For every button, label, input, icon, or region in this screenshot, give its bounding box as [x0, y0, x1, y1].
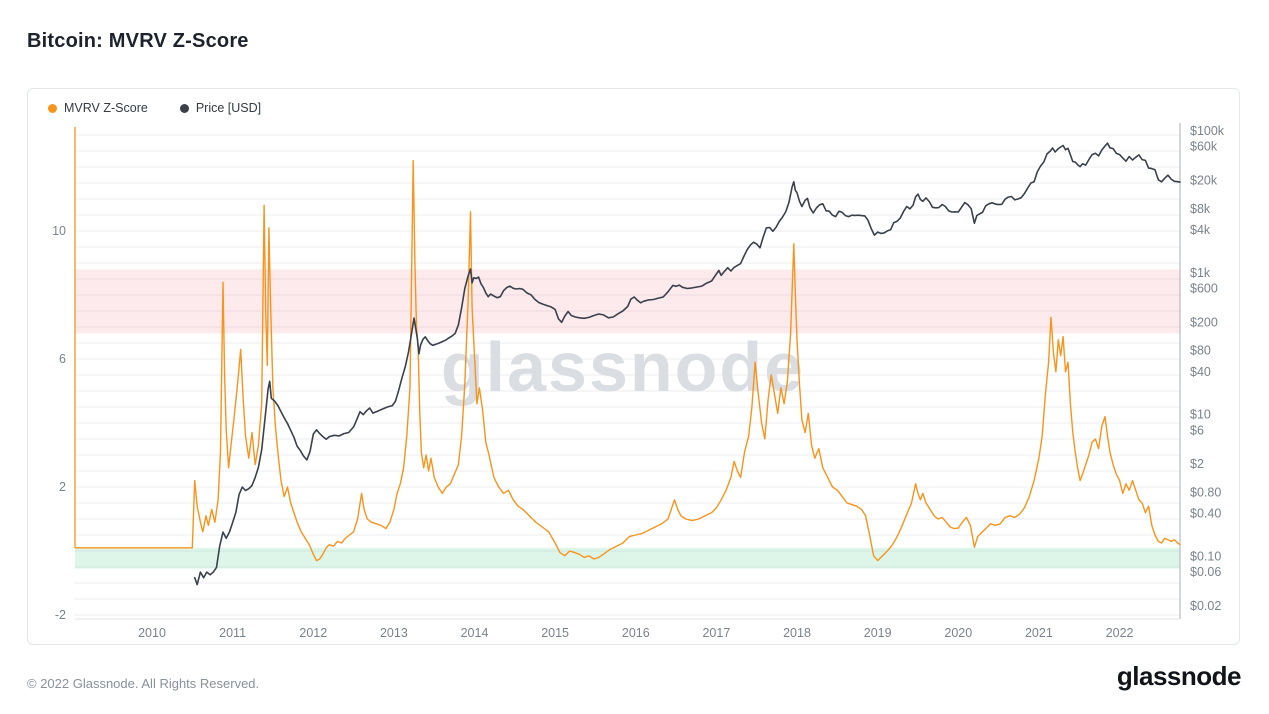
- svg-text:$200: $200: [1190, 315, 1218, 329]
- svg-text:2011: 2011: [219, 626, 246, 640]
- svg-text:$60k: $60k: [1190, 140, 1218, 154]
- svg-text:2021: 2021: [1025, 626, 1053, 640]
- chart-legend: MVRV Z-Score Price [USD]: [48, 101, 261, 115]
- series-price-usd: [193, 142, 1181, 586]
- valuation-bands: [75, 269, 1180, 569]
- series-mvrv-zscore: [74, 159, 1181, 562]
- svg-text:$8k: $8k: [1190, 202, 1211, 216]
- svg-text:$0.10: $0.10: [1190, 549, 1221, 563]
- svg-text:$40: $40: [1190, 365, 1211, 379]
- right-axis-labels: $100k$60k$20k$8k$4k$1k$600$200$80$40$10$…: [1190, 124, 1225, 613]
- chart-card: MVRV Z-Score Price [USD] glassnode 10 6 2 -2…: [27, 88, 1240, 645]
- svg-text:2013: 2013: [380, 626, 408, 640]
- svg-text:$600: $600: [1190, 282, 1218, 296]
- legend-label-price: Price [USD]: [195, 101, 262, 115]
- svg-text:2015: 2015: [541, 626, 569, 640]
- price-series-dot-icon: [179, 103, 189, 113]
- page-title: Bitcoin: MVRV Z-Score: [27, 30, 249, 52]
- svg-text:2020: 2020: [944, 626, 972, 640]
- legend-label-mvrv: MVRV Z-Score: [64, 101, 148, 115]
- svg-text:2018: 2018: [783, 626, 811, 640]
- svg-text:$100k: $100k: [1190, 124, 1225, 138]
- legend-item-price-usd[interactable]: Price [USD]: [179, 101, 262, 115]
- svg-text:2016: 2016: [622, 626, 650, 640]
- svg-text:$0.06: $0.06: [1190, 565, 1221, 579]
- svg-text:2019: 2019: [864, 626, 892, 640]
- svg-text:2: 2: [59, 480, 66, 494]
- glassnode-watermark: glassnode: [441, 328, 805, 406]
- svg-text:6: 6: [59, 352, 66, 366]
- axis-lines: [74, 123, 1181, 620]
- svg-text:2012: 2012: [299, 626, 327, 640]
- legend-item-mvrv-zscore[interactable]: MVRV Z-Score: [48, 101, 148, 115]
- svg-text:$0.02: $0.02: [1190, 599, 1221, 613]
- svg-text:$0.80: $0.80: [1190, 485, 1221, 499]
- glassnode-logo[interactable]: glassnode: [1116, 661, 1242, 691]
- undervalued-zone: [75, 547, 1180, 569]
- footer-copyright: © 2022 Glassnode. All Rights Reserved.: [27, 676, 260, 691]
- x-axis-labels: 2010 2011 2012 2013 2014 2015 2016 2017 2018 2019…: [138, 626, 1133, 640]
- svg-text:2022: 2022: [1106, 626, 1134, 640]
- mvrv-series-dot-icon: [48, 103, 57, 113]
- svg-text:$0.40: $0.40: [1190, 507, 1221, 521]
- svg-text:$80: $80: [1190, 344, 1211, 358]
- svg-text:10: 10: [52, 224, 66, 238]
- svg-text:$4k: $4k: [1190, 223, 1211, 237]
- svg-text:$2: $2: [1190, 457, 1204, 471]
- svg-text:$10: $10: [1190, 408, 1211, 422]
- chart-svg[interactable]: glassnode 10 6 2 -2 $100k $60k $20k $8k $4k $1k $60…: [28, 119, 1239, 644]
- svg-text:-2: -2: [55, 608, 66, 622]
- svg-text:$1k: $1k: [1190, 266, 1211, 280]
- svg-text:$6: $6: [1190, 423, 1204, 437]
- watermark: glassnode: [441, 328, 805, 406]
- svg-text:2010: 2010: [138, 626, 166, 640]
- left-axis-labels: 10 6 2 -2: [52, 224, 66, 622]
- svg-text:$20k: $20k: [1190, 174, 1218, 188]
- overvalued-zone: [75, 269, 1180, 334]
- svg-text:2017: 2017: [702, 626, 730, 640]
- svg-text:2014: 2014: [461, 626, 489, 640]
